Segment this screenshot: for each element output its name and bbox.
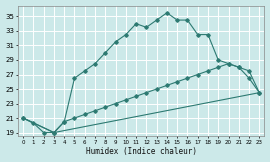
X-axis label: Humidex (Indice chaleur): Humidex (Indice chaleur) bbox=[86, 147, 197, 156]
